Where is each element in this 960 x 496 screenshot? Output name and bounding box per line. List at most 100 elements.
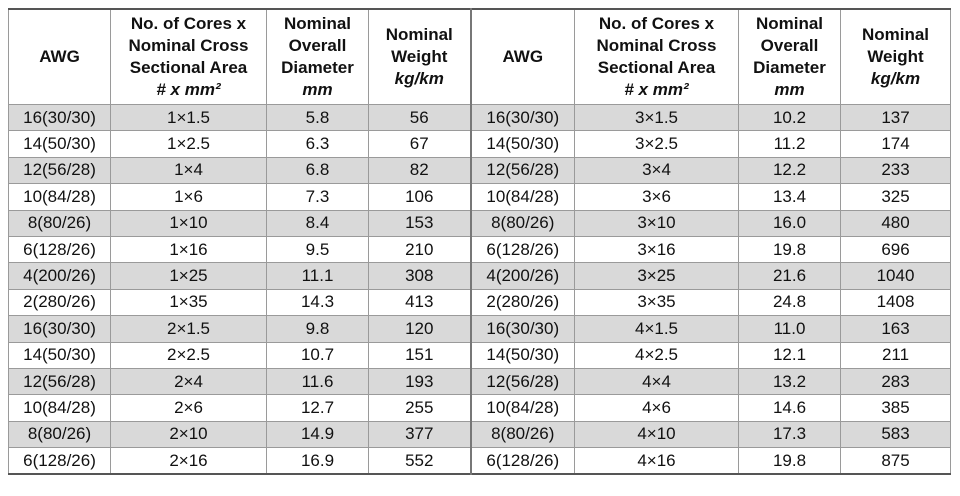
table-cell: 14(50/30) (8, 341, 111, 369)
table-cell: 2×16 (110, 447, 267, 475)
table-cell: 8(80/26) (8, 420, 111, 449)
table-cell: 696 (840, 235, 951, 264)
table-cell: 14.6 (738, 394, 841, 422)
table-cell: 6(128/26) (470, 235, 575, 264)
table-cell: 3×25 (574, 262, 739, 290)
table-row: 16(30/30) 1×1.5 5.8 56 16(30/30) 3×1.5 10.2 137 (8, 103, 951, 132)
header-line: Nominal (861, 25, 930, 44)
table-cell: 308 (368, 262, 472, 290)
table-row: 8(80/26) 2×10 14.9 377 8(80/26) 4×10 17.3 583 (8, 420, 951, 449)
table-cell: 283 (840, 367, 951, 396)
table-cell: 12.1 (738, 341, 841, 369)
header-unit: mm (774, 80, 805, 99)
table-cell: 2×6 (110, 394, 267, 422)
header-line: AWG (39, 47, 80, 66)
table-cell: 4×4 (574, 367, 739, 396)
table-cell: 151 (368, 341, 472, 369)
header-line: Sectional Area (129, 58, 248, 77)
table-cell: 325 (840, 183, 951, 211)
header-cell: No. of Cores x Nominal Cross Sectional Are… (574, 8, 739, 105)
table-cell: 1×25 (110, 262, 267, 290)
table-cell: 552 (368, 447, 472, 475)
table-cell: 3×6 (574, 183, 739, 211)
table-cell: 2×2.5 (110, 341, 267, 369)
table-cell: 82 (368, 156, 472, 185)
table-cell: 1040 (840, 262, 951, 290)
table-cell: 16(30/30) (8, 315, 111, 343)
table-cell: 5.8 (266, 103, 369, 132)
table-row: 12(56/28) 2×4 11.6 193 12(56/28) 4×4 13.2 283 (8, 367, 951, 396)
table-cell: 4×6 (574, 394, 739, 422)
header-line: Diameter (753, 58, 826, 77)
table-cell: 1×6 (110, 183, 267, 211)
header-line: AWG (502, 47, 544, 66)
table-cell: 211 (840, 341, 951, 369)
table-cell: 174 (840, 130, 951, 158)
table-cell: 153 (368, 209, 472, 237)
table-cell: 10(84/28) (8, 394, 111, 422)
header-cell: AWG (8, 8, 111, 105)
table-cell: 9.5 (266, 235, 369, 264)
header-line: Nominal (755, 14, 824, 33)
table-cell: 1×35 (110, 288, 267, 317)
table-cell: 2(280/26) (8, 288, 111, 317)
table-cell: 8(80/26) (470, 420, 575, 449)
header-line: Weight (867, 47, 924, 66)
table-cell: 4×16 (574, 447, 739, 475)
table-cell: 12(56/28) (470, 156, 575, 185)
table-cell: 3×2.5 (574, 130, 739, 158)
table-cell: 255 (368, 394, 472, 422)
table-cell: 2(280/26) (470, 288, 575, 317)
table-cell: 14.3 (266, 288, 369, 317)
table-cell: 2×1.5 (110, 315, 267, 343)
table-cell: 480 (840, 209, 951, 237)
header-line: Weight (391, 47, 448, 66)
header-line: No. of Cores x (598, 14, 715, 33)
table-cell: 583 (840, 420, 951, 449)
table-cell: 3×35 (574, 288, 739, 317)
table-cell: 67 (368, 130, 472, 158)
table-cell: 12(56/28) (470, 367, 575, 396)
header-cell: Nominal Overall Diameter mm (738, 8, 841, 105)
table-cell: 3×10 (574, 209, 739, 237)
table-cell: 16(30/30) (8, 103, 111, 132)
table-cell: 137 (840, 103, 951, 132)
table-row: 16(30/30) 2×1.5 9.8 120 16(30/30) 4×1.5 11.0 16… (8, 315, 951, 343)
table-body: 16(30/30) 1×1.5 5.8 56 16(30/30) 3×1.5 10.2 137… (8, 103, 951, 475)
header-unit: # x mm² (156, 80, 221, 99)
header-cell: Nominal Weight kg/km (368, 8, 472, 105)
table-row: 2(280/26) 1×35 14.3 413 2(280/26) 3×35 24.8 140… (8, 288, 951, 317)
table-cell: 3×1.5 (574, 103, 739, 132)
header-unit: kg/km (870, 69, 921, 88)
table-cell: 16.9 (266, 447, 369, 475)
table-row: 10(84/28) 2×6 12.7 255 10(84/28) 4×6 14.6 385 (8, 394, 951, 422)
table-cell: 11.6 (266, 367, 369, 396)
table-cell: 233 (840, 156, 951, 185)
table-cell: 14(50/30) (8, 130, 111, 158)
table-cell: 7.3 (266, 183, 369, 211)
header-unit: # x mm² (624, 80, 689, 99)
header-cell: Nominal Overall Diameter mm (266, 8, 369, 105)
table-cell: 875 (840, 447, 951, 475)
table-cell: 4×10 (574, 420, 739, 449)
table-cell: 10(84/28) (470, 183, 575, 211)
table-cell: 2×4 (110, 367, 267, 396)
table-cell: 6(128/26) (8, 447, 111, 475)
table-row: 8(80/26) 1×10 8.4 153 8(80/26) 3×10 16.0 480 (8, 209, 951, 237)
table-cell: 1×4 (110, 156, 267, 185)
cable-table: AWG No. of Cores x Nominal Cross Sectional … (8, 8, 951, 476)
header-line: Nominal (283, 14, 352, 33)
table-row: 6(128/26) 1×16 9.5 210 6(128/26) 3×16 19.8 696 (8, 235, 951, 264)
table-cell: 24.8 (738, 288, 841, 317)
table-cell: 1×10 (110, 209, 267, 237)
table-cell: 6.3 (266, 130, 369, 158)
table-cell: 1×2.5 (110, 130, 267, 158)
table-cell: 3×4 (574, 156, 739, 185)
table-cell: 17.3 (738, 420, 841, 449)
table-cell: 106 (368, 183, 472, 211)
header-line: Nominal Cross (596, 36, 717, 55)
table-row: 14(50/30) 1×2.5 6.3 67 14(50/30) 3×2.5 11.2 174 (8, 130, 951, 158)
table-cell: 9.8 (266, 315, 369, 343)
table-cell: 10(84/28) (470, 394, 575, 422)
